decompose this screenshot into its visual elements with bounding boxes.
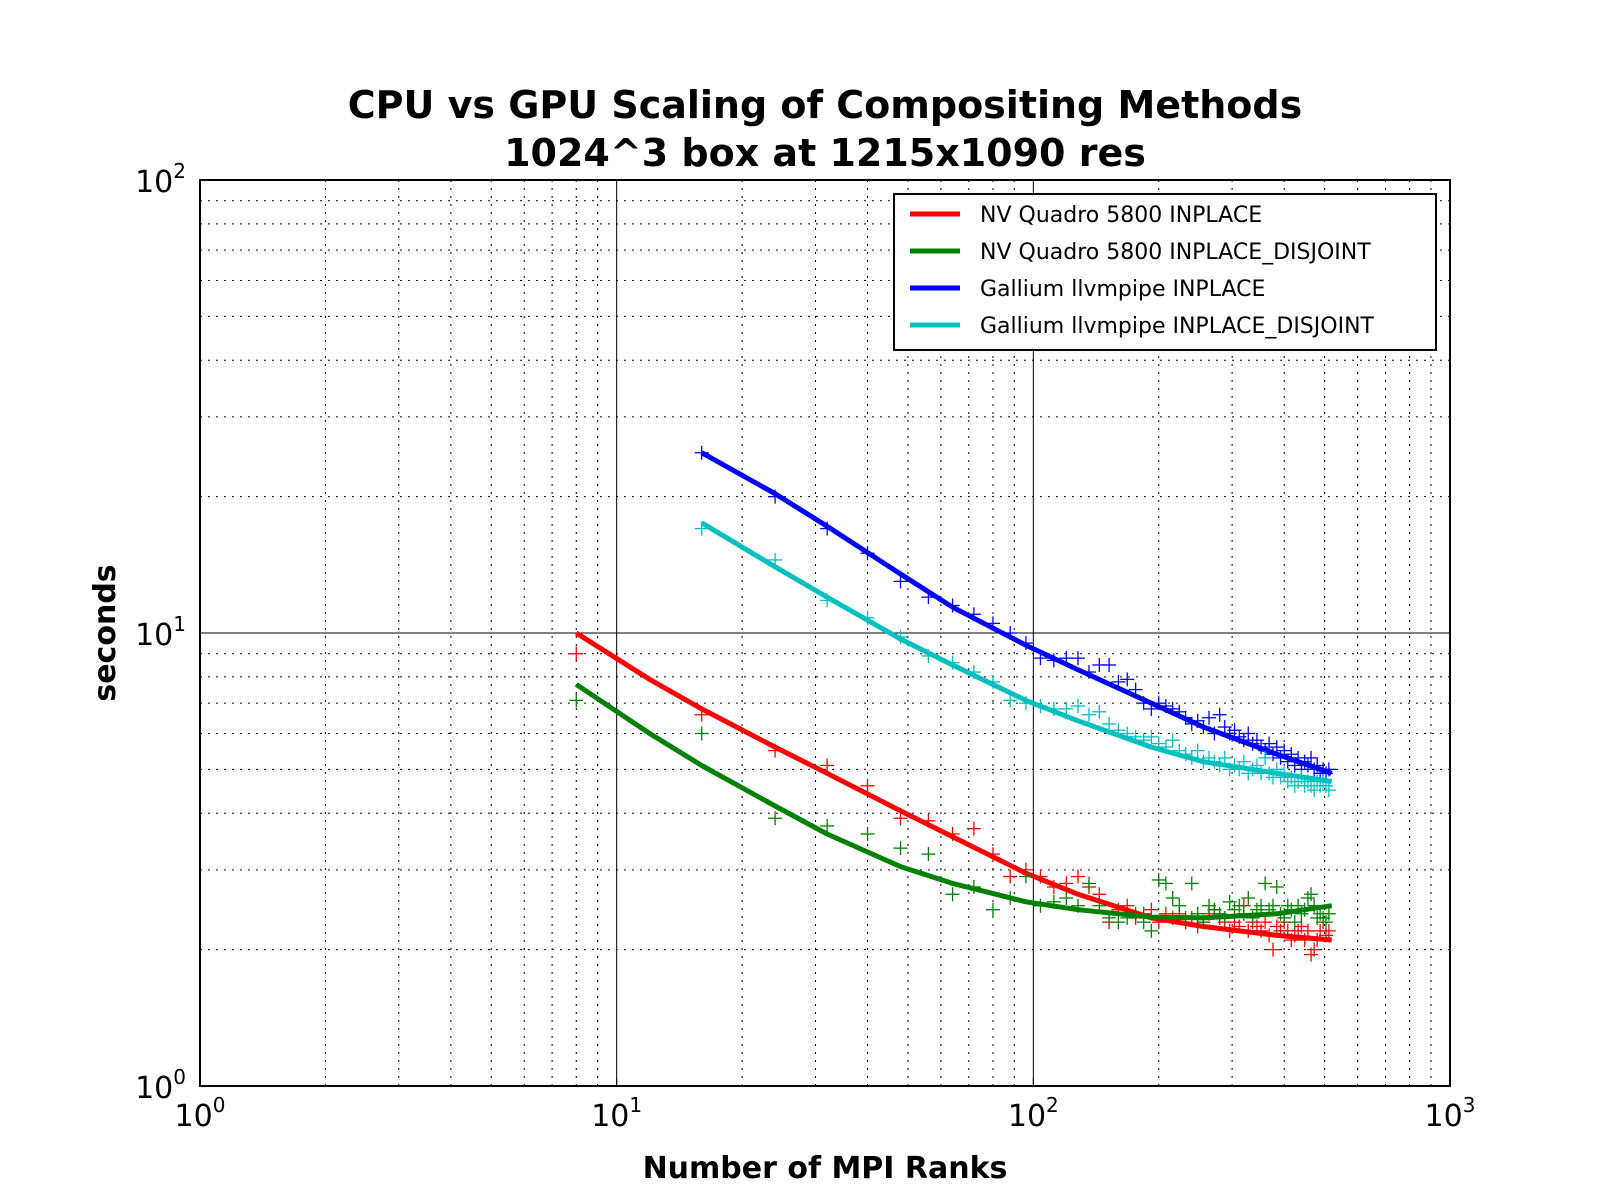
legend-entry: Gallium llvmpipe INPLACE	[910, 277, 1265, 302]
legend-entry: Gallium llvmpipe INPLACE_DISJOINT	[910, 314, 1375, 339]
data-point	[820, 758, 835, 773]
data-point	[1165, 733, 1180, 748]
legend-label: NV Quadro 5800 INPLACE	[980, 203, 1262, 228]
data-point	[1003, 693, 1018, 708]
data-point	[1202, 898, 1217, 913]
data-point	[1258, 750, 1273, 765]
data-point	[1190, 743, 1205, 758]
legend-items: NV Quadro 5800 INPLACE NV Quadro 5800 INP…	[910, 203, 1375, 339]
data-point	[1254, 898, 1269, 913]
x-tick-label: 102	[1008, 1093, 1059, 1134]
data-point	[1321, 906, 1336, 921]
data-point	[1202, 710, 1217, 725]
data-point	[1081, 707, 1096, 722]
data-point	[860, 826, 875, 841]
data-point	[1287, 915, 1302, 930]
data-point	[569, 646, 584, 661]
data-point	[1258, 915, 1273, 930]
data-point	[1102, 657, 1117, 672]
chart-title: CPU vs GPU Scaling of Compositing Method…	[348, 83, 1302, 127]
legend-label: Gallium llvmpipe INPLACE_DISJOINT	[980, 314, 1375, 339]
data-point	[1172, 898, 1187, 913]
data-point	[921, 847, 936, 862]
legend-label: NV Quadro 5800 INPLACE_DISJOINT	[980, 240, 1371, 265]
data-point	[1003, 869, 1018, 884]
data-point	[1265, 898, 1280, 913]
data-point	[569, 693, 584, 708]
data-point	[820, 818, 835, 833]
x-axis-label: Number of MPI Ranks	[643, 1151, 1008, 1186]
data-point	[1262, 736, 1277, 751]
data-point	[1265, 942, 1280, 957]
data-point	[1321, 783, 1336, 798]
data-point	[1316, 910, 1331, 925]
data-point	[1307, 942, 1322, 957]
data-point	[945, 887, 960, 902]
data-point	[1144, 902, 1159, 917]
series-layer	[569, 445, 1336, 962]
data-point	[1059, 701, 1074, 716]
data-point	[1081, 876, 1096, 891]
data-point	[1319, 915, 1334, 930]
data-point	[1151, 872, 1166, 887]
grid	[200, 180, 1450, 1086]
data-point	[1071, 651, 1086, 666]
data-point	[1111, 915, 1126, 930]
x-tick-label: 100	[175, 1093, 226, 1134]
data-point	[985, 902, 1000, 917]
data-point	[1184, 876, 1199, 891]
data-point	[1304, 887, 1319, 902]
y-tick-label: 101	[135, 612, 186, 653]
legend-entry: NV Quadro 5800 INPLACE	[910, 203, 1262, 228]
data-point	[1300, 891, 1315, 906]
data-point	[1120, 672, 1135, 687]
series-fit-line	[574, 682, 1333, 921]
y-tick-label: 102	[135, 159, 186, 200]
data-point	[768, 811, 783, 826]
data-point	[1071, 869, 1086, 884]
data-point	[1102, 716, 1117, 731]
data-point	[1258, 876, 1273, 891]
legend: NV Quadro 5800 INPLACE NV Quadro 5800 INP…	[893, 193, 1437, 351]
series-1	[569, 630, 1336, 962]
series-fit-line	[700, 450, 1333, 776]
y-tick-label: 100	[135, 1065, 186, 1106]
data-point	[860, 778, 875, 793]
x-tick-label: 101	[591, 1093, 642, 1134]
series-2	[569, 682, 1336, 938]
data-point	[1158, 876, 1173, 891]
data-point	[694, 726, 709, 741]
legend-box	[893, 193, 1437, 351]
y-axis-label: seconds	[88, 564, 123, 701]
data-point	[1144, 923, 1159, 938]
data-point	[1165, 891, 1180, 906]
data-point	[1059, 891, 1074, 906]
data-point	[1241, 891, 1256, 906]
data-point	[966, 821, 981, 836]
series-fit-line	[700, 520, 1333, 784]
legend-label: Gallium llvmpipe INPLACE	[980, 277, 1265, 302]
data-point	[1222, 894, 1237, 909]
series-3	[694, 445, 1336, 781]
data-point	[1269, 879, 1284, 894]
chart-subtitle: 1024^3 box at 1215x1090 res	[504, 131, 1146, 175]
data-point	[1018, 869, 1033, 884]
data-point	[1321, 923, 1336, 938]
data-point	[1241, 726, 1256, 741]
legend-entry: NV Quadro 5800 INPLACE_DISJOINT	[910, 240, 1371, 265]
data-point	[893, 841, 908, 856]
data-point	[1092, 704, 1107, 719]
data-point	[1304, 750, 1319, 765]
data-point	[1071, 699, 1086, 714]
x-ticks: 100 101 102 103	[175, 1078, 1476, 1134]
series-4	[694, 520, 1336, 798]
data-point	[1212, 707, 1227, 722]
y-ticks: 100 101 102	[135, 159, 208, 1106]
x-tick-label: 103	[1425, 1093, 1476, 1134]
data-point	[1232, 898, 1247, 913]
data-point	[1144, 729, 1159, 744]
